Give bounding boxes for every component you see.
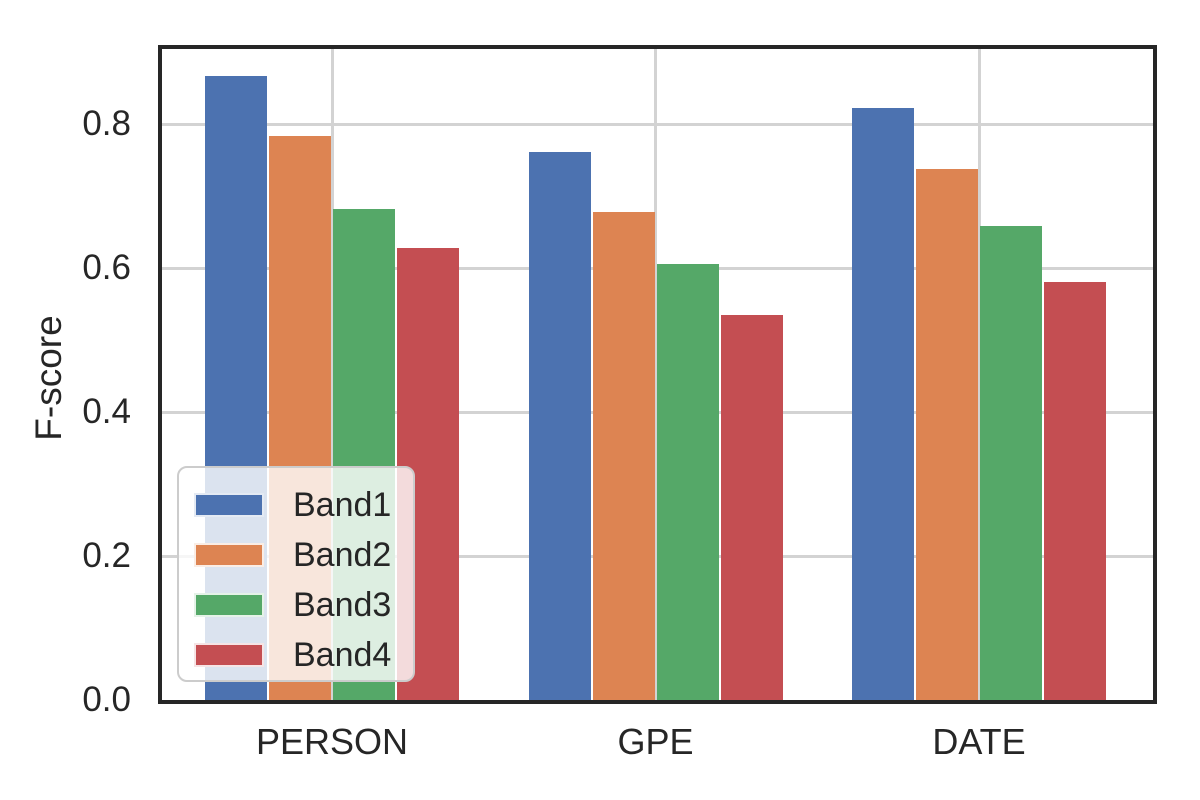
legend: Band1 Band2 Band3 Band4 — [177, 466, 415, 682]
ytick-label-0.0: 0.0 — [82, 680, 131, 719]
gridline-horizontal-0.8 — [162, 122, 1153, 126]
legend-label-Band1: Band1 — [293, 486, 392, 524]
legend-swatch-Band2 — [194, 543, 264, 567]
legend-entry-Band1: Band1 — [194, 480, 413, 530]
gridline-vertical-PERSON — [330, 49, 334, 700]
legend-swatch-Band1 — [194, 493, 264, 517]
plot-area: Band1 Band2 Band3 Band4 — [158, 45, 1157, 704]
bar-DATE-Band4 — [1044, 282, 1106, 700]
legend-entry-Band3: Band3 — [194, 580, 413, 630]
ytick-label-0.4: 0.4 — [82, 392, 131, 431]
bar-GPE-Band4 — [720, 315, 783, 700]
gridline-vertical-GPE — [654, 49, 657, 700]
legend-swatch-Band4 — [194, 643, 264, 667]
ytick-label-0.2: 0.2 — [82, 536, 131, 575]
bar-DATE-Band3 — [980, 226, 1042, 700]
xtick-label-DATE: DATE — [932, 721, 1026, 762]
bar-group-DATE — [852, 108, 1106, 700]
ytick-label-0.6: 0.6 — [82, 248, 131, 287]
bar-GPE-Band1 — [528, 152, 591, 700]
bar-DATE-Band2 — [916, 169, 978, 700]
legend-entry-Band2: Band2 — [194, 530, 413, 580]
ytick-label-0.8: 0.8 — [82, 104, 131, 143]
bar-DATE-Band1 — [852, 108, 914, 700]
legend-label-Band4: Band4 — [293, 636, 392, 674]
legend-label-Band3: Band3 — [293, 586, 392, 624]
legend-entry-Band4: Band4 — [194, 630, 413, 680]
xtick-label-PERSON: PERSON — [255, 721, 409, 762]
bar-group-GPE — [528, 152, 783, 700]
gridline-vertical-DATE — [977, 49, 981, 700]
legend-swatch-Band3 — [194, 593, 264, 617]
bar-GPE-Band2 — [592, 212, 655, 700]
bar-GPE-Band3 — [656, 264, 719, 700]
legend-label-Band2: Band2 — [293, 536, 392, 574]
xtick-label-GPE: GPE — [617, 721, 694, 762]
